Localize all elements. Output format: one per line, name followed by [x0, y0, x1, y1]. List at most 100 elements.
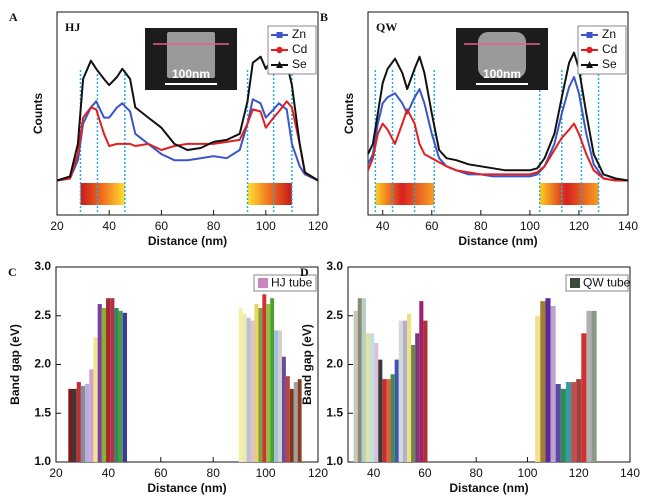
bar	[550, 306, 556, 462]
panel-label: B	[320, 10, 328, 24]
x-tick-label: 120	[569, 466, 589, 480]
bar	[76, 382, 81, 462]
bar	[97, 304, 102, 462]
bar	[110, 298, 115, 462]
bar	[297, 379, 302, 462]
bar	[270, 298, 275, 462]
x-tick-label: 40	[102, 466, 116, 480]
bar	[250, 320, 255, 462]
bar	[68, 388, 73, 462]
y-tick-label: 1.5	[34, 405, 51, 419]
bar	[591, 310, 597, 462]
legend-marker	[586, 32, 593, 38]
legend-swatch	[570, 278, 580, 288]
x-axis-label: Distance (nm)	[449, 481, 528, 495]
legend-label: QW tube	[583, 276, 631, 290]
x-tick-label: 80	[207, 219, 221, 233]
x-tick-label: 80	[474, 219, 488, 233]
y-tick-label: 1.0	[34, 454, 51, 468]
bar	[398, 320, 403, 462]
y-axis-label: Band gap (eV)	[8, 324, 22, 405]
bar	[540, 301, 546, 462]
bar	[357, 298, 362, 462]
bar	[72, 388, 77, 462]
bar	[93, 337, 98, 462]
x-tick-label: 60	[418, 466, 432, 480]
bar	[535, 315, 541, 462]
legend-label: Zn	[602, 27, 616, 41]
bar	[246, 317, 251, 462]
bar	[361, 298, 366, 462]
legend-marker	[586, 61, 593, 68]
x-axis-label: Distance (nm)	[147, 481, 226, 495]
bar	[415, 333, 420, 462]
bar	[85, 384, 90, 462]
x-tick-label: 40	[103, 219, 117, 233]
y-tick-label: 2.5	[326, 308, 343, 322]
bar	[266, 304, 271, 462]
y-tick-label: 3.0	[34, 259, 51, 273]
bar	[555, 384, 561, 462]
data-line	[56, 100, 319, 182]
composition-band	[80, 183, 125, 205]
bar	[242, 313, 247, 462]
bar	[390, 374, 395, 462]
bar	[293, 382, 298, 462]
panel-label: D	[300, 265, 309, 279]
composition-band	[539, 183, 599, 205]
plot-frame	[56, 11, 319, 216]
data-line	[367, 51, 629, 182]
x-tick-label: 140	[618, 219, 638, 233]
bar	[118, 310, 123, 462]
y-tick-label: 2.0	[34, 357, 51, 371]
bar	[365, 333, 371, 462]
bar	[80, 385, 86, 462]
bar	[106, 298, 111, 462]
panel-label: A	[9, 10, 18, 24]
x-tick-label: 140	[620, 466, 640, 480]
x-tick-label: 40	[376, 219, 390, 233]
legend-label: Cd	[602, 42, 617, 56]
x-axis-label: Distance (nm)	[458, 234, 537, 248]
legend-label: HJ tube	[271, 276, 313, 290]
composition-band	[247, 183, 292, 205]
bar	[370, 333, 375, 462]
x-tick-label: 60	[155, 219, 169, 233]
y-axis-label: Band gap (eV)	[300, 324, 314, 405]
x-tick-label: 20	[49, 466, 63, 480]
legend-box	[565, 274, 629, 292]
y-tick-label: 2.0	[326, 357, 343, 371]
y-tick-label: 3.0	[326, 259, 343, 273]
bar	[545, 298, 551, 462]
x-tick-label: 60	[425, 219, 439, 233]
x-tick-label: 100	[517, 466, 537, 480]
x-tick-label: 60	[154, 466, 168, 480]
x-tick-label: 80	[207, 466, 221, 480]
x-tick-label: 100	[520, 219, 540, 233]
bar	[382, 379, 387, 462]
bar	[571, 382, 577, 462]
inset-scale-label: 100nm	[483, 67, 521, 81]
bar	[576, 379, 582, 462]
bar	[114, 307, 119, 462]
x-tick-label: 40	[367, 466, 381, 480]
bar	[586, 310, 592, 462]
legend-label: Se	[292, 57, 307, 71]
x-tick-label: 120	[308, 466, 328, 480]
legend-marker	[276, 32, 283, 38]
legend-label: Cd	[292, 42, 307, 56]
x-tick-label: 20	[50, 219, 64, 233]
data-line	[56, 98, 319, 182]
legend-marker	[586, 46, 593, 54]
legend-marker	[276, 46, 283, 54]
bar	[285, 376, 290, 462]
x-tick-label: 120	[569, 219, 589, 233]
bar	[122, 312, 128, 462]
bar	[258, 307, 263, 462]
x-tick-label: 100	[256, 219, 276, 233]
legend-label: Se	[602, 57, 617, 71]
x-tick-label: 80	[470, 466, 484, 480]
bar	[378, 359, 383, 462]
bar	[402, 320, 407, 462]
bar	[353, 310, 358, 462]
